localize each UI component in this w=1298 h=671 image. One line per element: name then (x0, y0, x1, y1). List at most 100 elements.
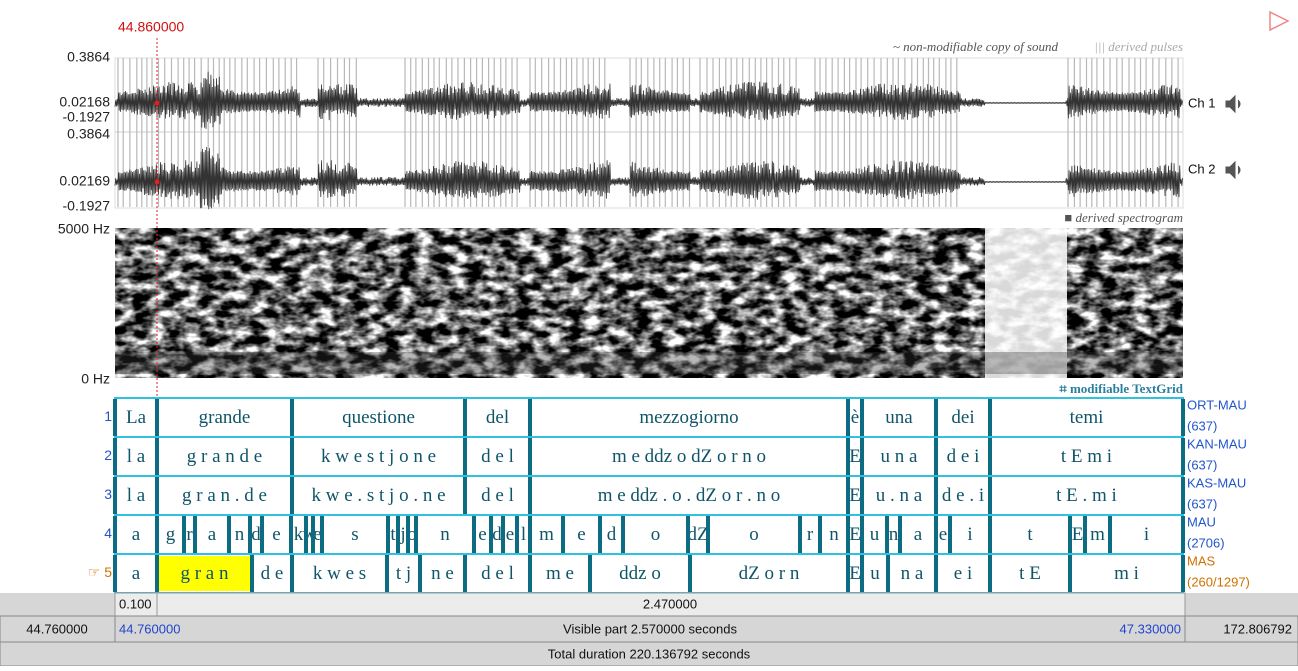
interval-text: n a (901, 563, 924, 584)
after-time: 172.806792 (1223, 621, 1292, 636)
interval-text: t (390, 524, 396, 545)
interval-text: ddz o (619, 563, 661, 584)
interval-text: questione (342, 407, 415, 428)
tier-name: KAN-MAU (1187, 436, 1247, 451)
amp-mid: 0.02169 (59, 173, 110, 189)
interval-text: n e (431, 563, 454, 584)
tier-count: (2706) (1187, 535, 1225, 550)
interval-text: i (1144, 524, 1149, 545)
interval-text: g r a n . d e (182, 485, 267, 506)
spectrogram-top: 5000 Hz (58, 221, 110, 237)
interval-text: l a (127, 446, 146, 467)
interval-text: m e (546, 563, 574, 584)
interval-text: dZ o r n (739, 563, 800, 584)
visible-start: 44.760000 (119, 621, 180, 636)
interval-text: d (607, 524, 617, 545)
interval-text: a (914, 524, 923, 545)
interval-text: grande (199, 407, 251, 428)
interval-text: E (849, 485, 861, 506)
interval-text: k w e s t j o n e (321, 446, 436, 467)
interval-text: è (851, 407, 859, 428)
interval-text: d e i (947, 446, 980, 467)
tier-number[interactable]: 1 (104, 408, 112, 424)
interval-text: n (440, 524, 450, 545)
interval-text: o (651, 524, 661, 545)
interval-text: u n a (881, 446, 919, 467)
page: {"cursor": "44.860000", "channels": [ {"… (0, 0, 1298, 666)
tier-count: (637) (1187, 418, 1217, 433)
praat-editor: 0.38640.02168-0.1927Ch 10.38640.02169-0.… (0, 0, 1298, 666)
interval-text: n (829, 524, 839, 545)
interval-text: m e ddz o dZ o r n o (612, 446, 766, 467)
tier-number[interactable]: ☞ 5 (88, 564, 112, 580)
spectrogram-low-band (115, 352, 1183, 374)
channel-name: Ch 1 (1188, 95, 1215, 110)
interval-text: d (251, 524, 261, 545)
interval-text: m i (1114, 563, 1139, 584)
tier-count: (260/1297) (1187, 574, 1250, 589)
interval-text: m (1090, 524, 1105, 545)
tier-count: (637) (1187, 457, 1217, 472)
interval-text: t (1027, 524, 1033, 545)
before-time: 44.760000 (26, 621, 87, 636)
interval-text: a (132, 524, 141, 545)
interval-text: del (486, 407, 509, 428)
interval-text: i (967, 524, 972, 545)
tier-number[interactable]: 2 (104, 447, 112, 463)
spectrogram-bottom: 0 Hz (81, 371, 110, 387)
interval-text: m e ddz . o . dZ o r . n o (598, 485, 781, 506)
selection-main: 2.470000 (643, 596, 697, 611)
amp-max: 0.3864 (67, 49, 110, 65)
interval-text: u (870, 563, 880, 584)
selection-left: 0.100 (119, 596, 152, 611)
legend-sound: ~ non-modifiable copy of sound (893, 39, 1059, 54)
interval-text: u . n a (876, 485, 923, 506)
amp-max: 0.3864 (67, 126, 110, 142)
interval-text: e (506, 524, 514, 545)
tier-name: MAS (1187, 553, 1216, 568)
tier-count: (637) (1187, 496, 1217, 511)
interval-text: t E m i (1061, 446, 1112, 467)
legend-pulses: ||| derived pulses (1094, 39, 1183, 54)
interval-text: d e . i (942, 485, 984, 506)
channel-name: Ch 2 (1188, 161, 1215, 176)
interval-text: e (939, 524, 947, 545)
interval-text: e (577, 524, 585, 545)
tier-name: ORT-MAU (1187, 397, 1247, 412)
legend-spectrogram: ■ derived spectrogram (1064, 210, 1183, 225)
interval-text: g r a n d e (187, 446, 262, 467)
interval-text: l a (127, 485, 146, 506)
interval-text: o (749, 524, 759, 545)
interval-text: l (521, 524, 526, 545)
interval-text: d e l (481, 446, 514, 467)
interval-text: E (849, 446, 861, 467)
interval-text: a (132, 563, 141, 584)
interval-text: t j (396, 563, 411, 584)
cursor-dot (155, 101, 160, 106)
interval-text: una (885, 407, 913, 428)
interval-text: mezzogiorno (639, 407, 738, 428)
interval-text: d e (261, 563, 284, 584)
interval-text: e (272, 524, 280, 545)
interval-text: dZ (687, 524, 708, 545)
legend-textgrid: ⌗ modifiable TextGrid (1058, 381, 1183, 396)
visible-end: 47.330000 (1120, 621, 1181, 636)
interval-text: dei (951, 407, 974, 428)
interval-text: t E . m i (1056, 485, 1117, 506)
interval-text: r (186, 524, 193, 545)
visible-label: Visible part 2.570000 seconds (563, 621, 737, 636)
tier-name: MAU (1187, 514, 1216, 529)
interval-text: n (235, 524, 245, 545)
interval-text: m (539, 524, 554, 545)
cursor-dot (155, 180, 160, 185)
interval-text: t E (1019, 563, 1041, 584)
interval-text: E (849, 563, 861, 584)
interval-text: n (889, 524, 899, 545)
amp-min: -0.1927 (63, 109, 111, 125)
tier-number[interactable]: 3 (104, 486, 112, 502)
interval-text: g (166, 524, 176, 545)
interval-text: temi (1070, 407, 1104, 428)
interval-text: E (1072, 524, 1084, 545)
tier-number[interactable]: 4 (104, 525, 112, 541)
